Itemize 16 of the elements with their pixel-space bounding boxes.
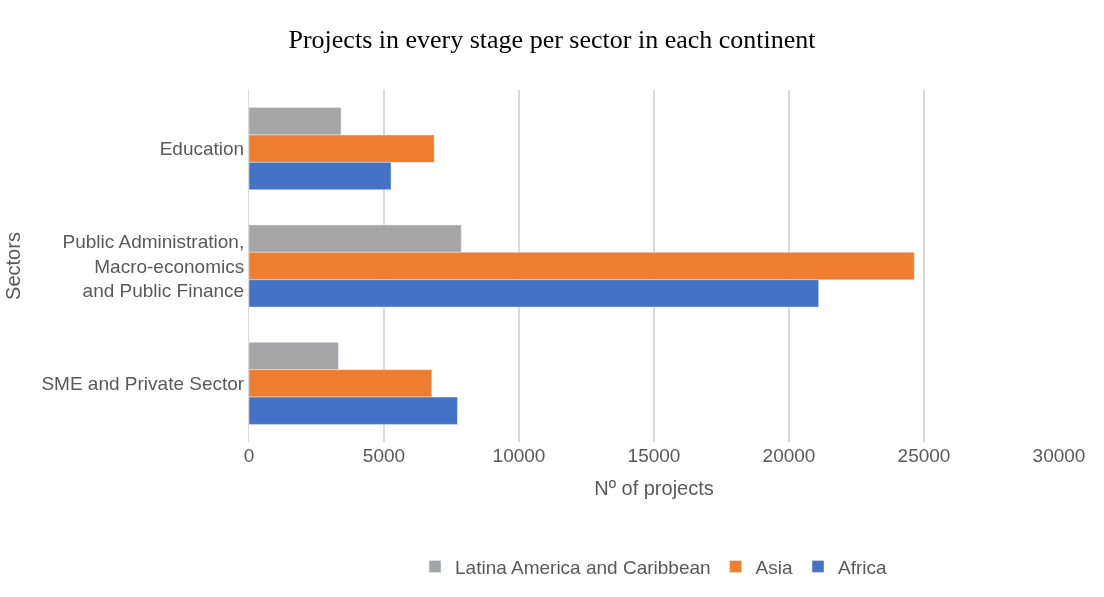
x-tick-label: 30000 (1032, 445, 1086, 466)
y-axis-title: Sectors (1, 232, 24, 300)
legend-label: Asia (755, 556, 793, 578)
x-tick-label: 20000 (762, 445, 816, 466)
y-tick-label: Education (159, 138, 245, 160)
x-tick-label: 0 (243, 445, 255, 466)
x-tick-label: 10000 (492, 445, 546, 466)
x-tick-label: 5000 (362, 445, 406, 466)
x-tick-label: 15000 (627, 445, 681, 466)
x-tick-label: 25000 (897, 445, 951, 466)
y-tick-label: SME and Private Sector (41, 372, 245, 394)
legend-label: Africa (838, 556, 887, 578)
legend-label: Latina America and Caribbean (455, 556, 711, 578)
x-axis-title: Nº of projects (594, 476, 714, 499)
chart-title: Projects in every stage per sector in each continent (288, 25, 817, 55)
y-tick-label: Public Administration, Macro-economics and Public Finance (62, 230, 245, 302)
